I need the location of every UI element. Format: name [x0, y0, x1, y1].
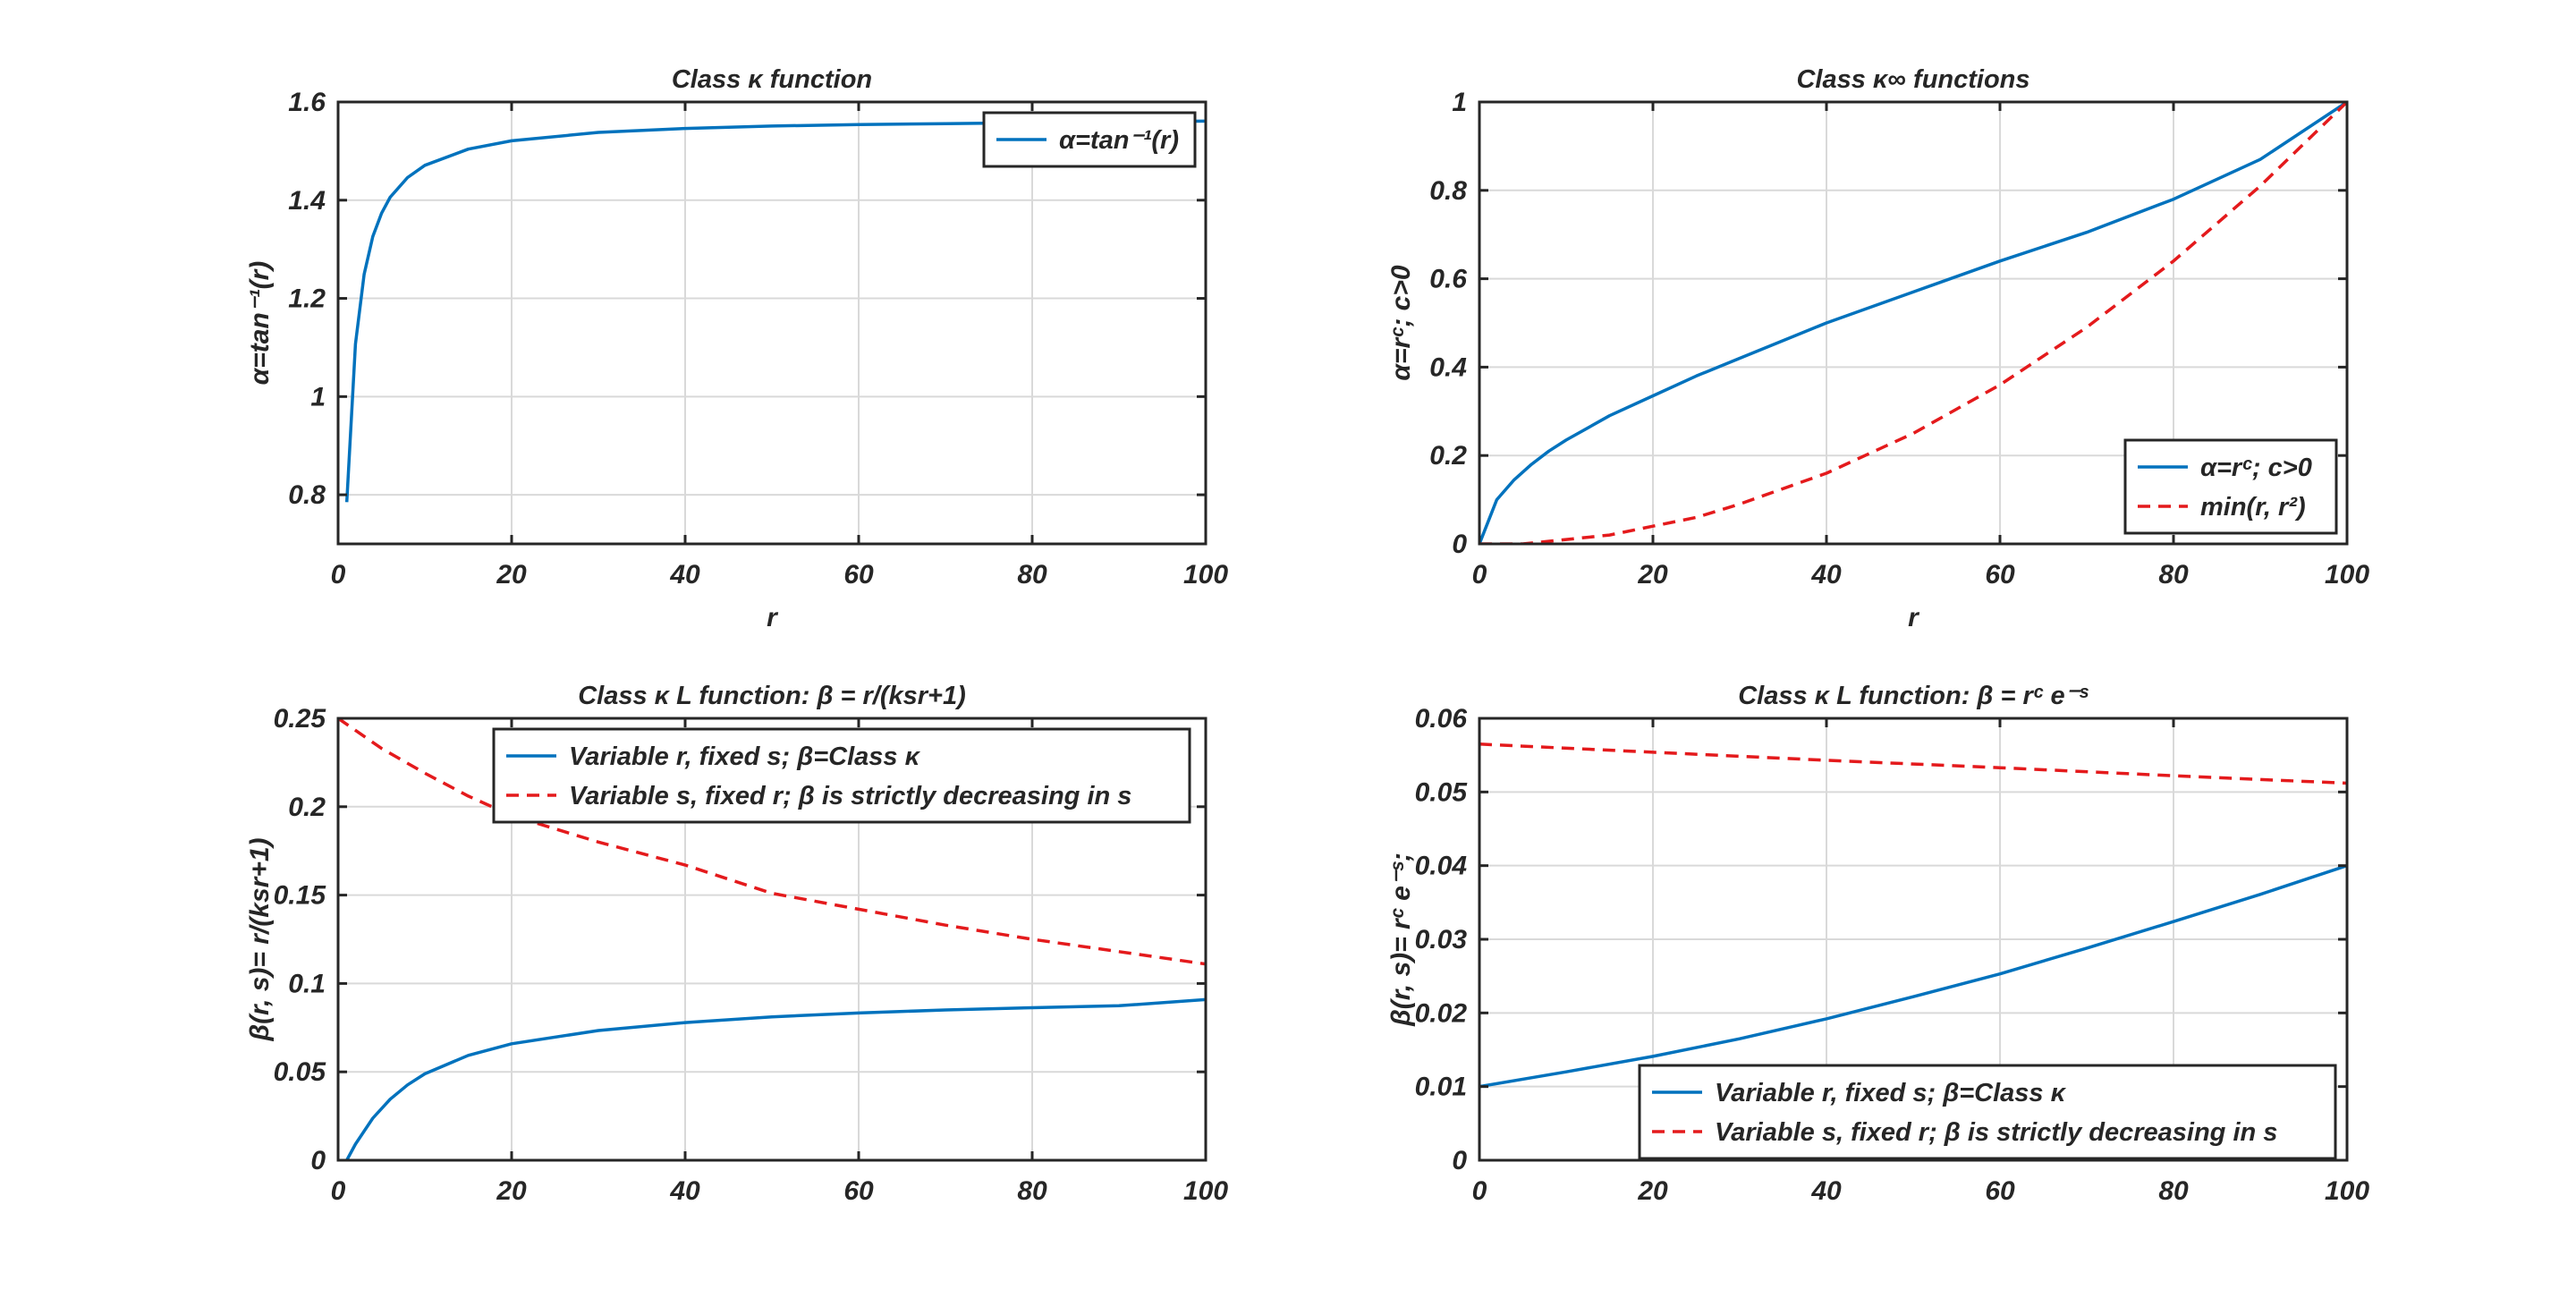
x-tick-label: 40 — [669, 1176, 700, 1206]
legend: Variable r, fixed s; β=Class κ Variable s… — [492, 727, 1191, 824]
y-tick-label: 1 — [1452, 88, 1467, 117]
x-tick-label: 0 — [331, 1176, 346, 1206]
y-tick-label: 0.4 — [1429, 352, 1467, 382]
legend-box — [1638, 1064, 2337, 1160]
chart-p3: 0 20 40 60 80 100 0 0.05 0.1 0.15 0.2 0.25 Class κ L… — [245, 682, 1228, 1206]
chart-title: Class κ∞ functions — [1796, 65, 2029, 94]
y-tick-label: 1.2 — [288, 284, 326, 314]
legend: α=rᶜ; c>0 min(r, r²) — [2123, 438, 2338, 535]
y-tick-label: 0.2 — [1429, 441, 1467, 471]
chart-p2: 0 20 40 60 80 100 0 0.2 0.4 0.6 0.8 1 Class κ∞ funct… — [1386, 65, 2369, 632]
x-tick-label: 100 — [2325, 1176, 2369, 1206]
y-tick-label: 0.01 — [1415, 1073, 1467, 1102]
y-tick-label: 0.6 — [1429, 265, 1467, 294]
x-tick-label: 40 — [669, 560, 700, 590]
y-tick-label: 0.05 — [274, 1057, 327, 1087]
y-axis-label: β(r, s)= rᶜ e⁻ˢ; — [1386, 853, 1416, 1027]
y-tick-label: 0.05 — [1415, 777, 1469, 807]
x-tick-label: 80 — [2158, 1176, 2189, 1206]
y-tick-label: 0.06 — [1415, 704, 1468, 734]
series-line-1 — [344, 119, 1206, 503]
chart-title: Class κ function — [672, 65, 872, 94]
y-tick-label: 1.6 — [288, 88, 326, 117]
y-axis-label: α=rᶜ; c>0 — [1386, 265, 1416, 380]
legend-entry-2: min(r, r²) — [2200, 493, 2306, 522]
x-tick-label: 60 — [843, 1176, 874, 1206]
x-tick-label: 60 — [1985, 1176, 2015, 1206]
legend-entry-2: Variable s, fixed r; β is strictly decre… — [569, 782, 1131, 810]
y-axis-label: α=tan⁻¹(r) — [245, 261, 275, 386]
y-tick-label: 1 — [310, 382, 326, 411]
y-tick-label: 0.03 — [1415, 925, 1468, 954]
y-tick-label: 0.15 — [274, 881, 327, 911]
series-line-1 — [1479, 102, 2347, 544]
y-tick-label: 0.04 — [1415, 852, 1468, 881]
x-tick-label: 60 — [1985, 560, 2015, 590]
chart-p1: 0 20 40 60 80 100 0.8 1 1.2 1.4 1.6 Class κ functio… — [245, 65, 1228, 632]
x-tick-label: 100 — [1183, 560, 1228, 590]
x-tick-label: 0 — [1472, 1176, 1487, 1206]
chart-title: Class κ L function: β = rᶜ e⁻ˢ — [1738, 682, 2089, 710]
x-tick-label: 20 — [496, 560, 527, 590]
axes-frame — [1478, 100, 2349, 546]
series-line-2 — [1479, 742, 2347, 785]
axes-frame — [336, 100, 1208, 546]
y-tick-label: 0.8 — [288, 480, 326, 510]
legend: Variable r, fixed s; β=Class κ Variable s… — [1638, 1064, 2337, 1160]
legend-entry-1: α=rᶜ; c>0 — [2200, 454, 2312, 482]
x-tick-label: 100 — [2325, 560, 2369, 590]
x-tick-label: 0 — [1472, 560, 1487, 590]
series-line-2 — [338, 718, 1206, 966]
legend-entry-1: Variable r, fixed s; β=Class κ — [569, 742, 921, 771]
y-tick-label: 0.25 — [274, 704, 327, 734]
x-tick-label: 80 — [2158, 560, 2189, 590]
x-tick-label: 60 — [843, 560, 874, 590]
x-tick-label: 40 — [1810, 560, 1842, 590]
chart-p4: 0 20 40 60 80 100 0 0.01 0.02 0.03 0.04 0.05 0.06 Cla… — [1386, 682, 2369, 1206]
x-axis-label: r — [767, 603, 779, 632]
y-tick-label: 1.4 — [288, 186, 326, 216]
y-tick-label: 0 — [1452, 1146, 1467, 1175]
chart-title: Class κ L function: β = r/(ksr+1) — [578, 682, 966, 710]
legend-box — [2123, 438, 2338, 535]
x-tick-label: 100 — [1183, 1176, 1228, 1206]
axes-frame — [336, 717, 1208, 1162]
x-tick-label: 0 — [331, 560, 346, 590]
y-tick-label: 0.1 — [288, 969, 326, 998]
x-tick-label: 20 — [496, 1176, 527, 1206]
legend-box — [492, 727, 1191, 824]
x-tick-label: 80 — [1017, 1176, 1047, 1206]
legend: α=tan⁻¹(r) — [982, 111, 1197, 168]
legend-entry-1: α=tan⁻¹(r) — [1059, 126, 1179, 155]
y-tick-label: 0.8 — [1429, 176, 1467, 206]
y-tick-label: 0.2 — [288, 793, 326, 822]
y-axis-label: β(r, s)= r/(ksr+1) — [245, 837, 275, 1041]
series-line-1 — [345, 997, 1206, 1160]
series-line-2 — [1479, 102, 2347, 544]
x-tick-label: 20 — [1637, 560, 1668, 590]
legend-entry-1: Variable r, fixed s; β=Class κ — [1715, 1079, 2067, 1107]
series-line-1 — [1479, 864, 2347, 1089]
x-tick-label: 40 — [1810, 1176, 1842, 1206]
x-tick-label: 80 — [1017, 560, 1047, 590]
y-tick-label: 0.02 — [1415, 998, 1468, 1028]
x-axis-label: r — [1908, 603, 1920, 632]
x-tick-label: 20 — [1637, 1176, 1668, 1206]
y-tick-label: 0 — [1452, 530, 1467, 559]
legend-entry-2: Variable s, fixed r; β is strictly decre… — [1715, 1118, 2277, 1147]
y-tick-label: 0 — [310, 1146, 326, 1175]
